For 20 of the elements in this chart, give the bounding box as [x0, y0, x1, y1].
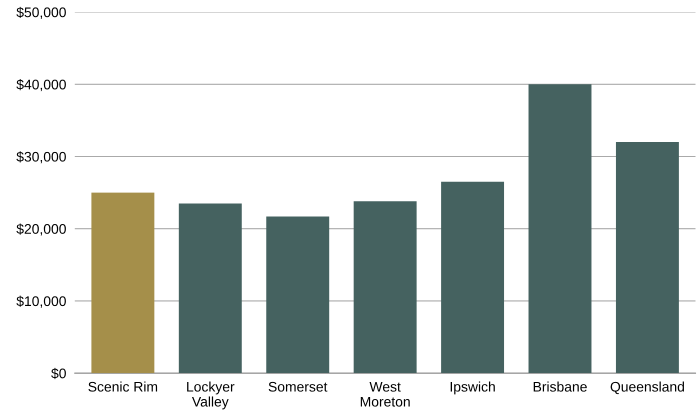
y-tick-label: $30,000: [16, 151, 66, 164]
bar: [354, 201, 417, 374]
y-tick-label: $0: [51, 368, 66, 380]
bar: [528, 84, 592, 374]
x-tick-label: Somerset: [268, 382, 328, 392]
bar: [91, 192, 154, 374]
bar: [441, 182, 504, 374]
bar: [178, 203, 242, 374]
x-tick-label: Queensland: [610, 381, 684, 394]
y-tick-label: $10,000: [16, 296, 66, 308]
y-tick-label: $20,000: [16, 223, 66, 236]
y-tick-label: $40,000: [16, 79, 66, 92]
x-tick-label: Ipswich: [450, 381, 495, 394]
x-tick-label: Brisbane: [534, 381, 587, 392]
x-tick-label: Lockyer Valley: [187, 381, 234, 410]
x-tick-label: Scenic Rim: [88, 381, 158, 392]
bar: [266, 216, 330, 374]
x-tick-label: West Moreton: [360, 382, 410, 407]
y-tick-label: $50,000: [16, 6, 66, 19]
bar: [616, 142, 679, 374]
